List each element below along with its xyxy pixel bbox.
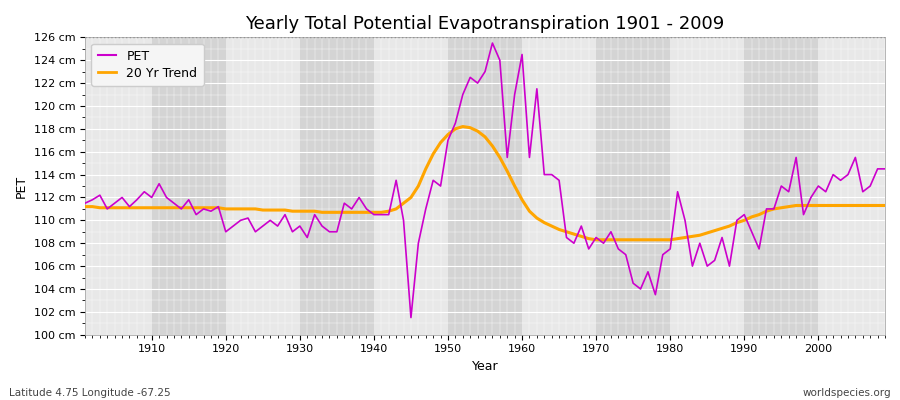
Bar bbox=[77, 37, 152, 335]
20 Yr Trend bbox=[620, 237, 631, 242]
Bar bbox=[522, 37, 596, 335]
Legend: PET, 20 Yr Trend: PET, 20 Yr Trend bbox=[91, 44, 203, 86]
20 Yr Trend bbox=[457, 124, 468, 129]
PET bbox=[487, 41, 498, 46]
Bar bbox=[374, 37, 448, 335]
20 Yr Trend bbox=[302, 209, 312, 214]
Bar bbox=[744, 37, 818, 335]
Y-axis label: PET: PET bbox=[15, 174, 28, 198]
Bar bbox=[596, 37, 670, 335]
20 Yr Trend bbox=[879, 203, 890, 208]
Title: Yearly Total Potential Evapotranspiration 1901 - 2009: Yearly Total Potential Evapotranspiratio… bbox=[246, 15, 724, 33]
PET bbox=[79, 201, 90, 206]
20 Yr Trend bbox=[346, 210, 357, 215]
Bar bbox=[226, 37, 300, 335]
PET bbox=[406, 315, 417, 320]
20 Yr Trend bbox=[524, 209, 535, 214]
Bar bbox=[300, 37, 373, 335]
Line: 20 Yr Trend: 20 Yr Trend bbox=[85, 126, 885, 240]
PET bbox=[620, 252, 631, 257]
PET bbox=[879, 166, 890, 171]
PET bbox=[139, 189, 149, 194]
PET bbox=[532, 86, 543, 91]
PET bbox=[346, 206, 357, 211]
20 Yr Trend bbox=[517, 197, 527, 202]
Bar bbox=[670, 37, 744, 335]
X-axis label: Year: Year bbox=[472, 360, 499, 373]
Text: worldspecies.org: worldspecies.org bbox=[803, 388, 891, 398]
PET bbox=[524, 155, 535, 160]
20 Yr Trend bbox=[79, 204, 90, 209]
Bar bbox=[448, 37, 522, 335]
20 Yr Trend bbox=[590, 237, 601, 242]
20 Yr Trend bbox=[139, 205, 149, 210]
Line: PET: PET bbox=[85, 43, 885, 318]
Text: Latitude 4.75 Longitude -67.25: Latitude 4.75 Longitude -67.25 bbox=[9, 388, 171, 398]
Bar bbox=[818, 37, 893, 335]
PET bbox=[302, 235, 312, 240]
Bar bbox=[152, 37, 226, 335]
